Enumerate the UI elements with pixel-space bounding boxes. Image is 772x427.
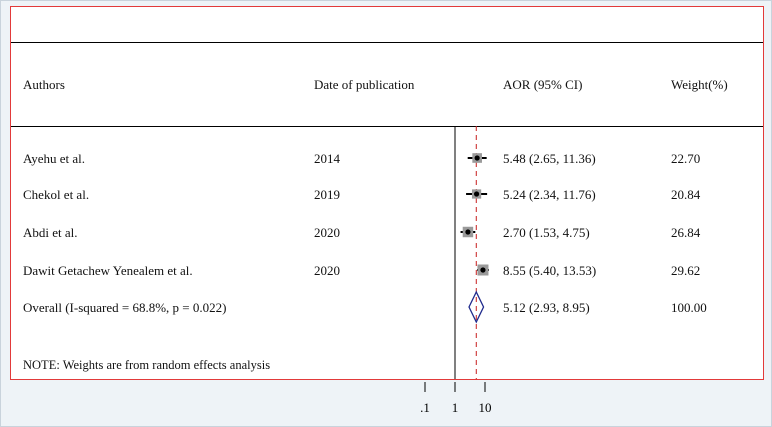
row-ci: 2.70 (1.53, 4.75) — [503, 225, 590, 240]
row-author: Dawit Getachew Yenealem et al. — [23, 263, 193, 278]
header-authors: Authors — [23, 77, 65, 92]
row-year: 2020 — [314, 263, 340, 278]
row-weight: 29.62 — [671, 263, 701, 278]
header-weight: Weight(%) — [671, 77, 728, 92]
overall-diamond — [468, 290, 485, 324]
row-year: 2019 — [314, 187, 340, 202]
row-weight: 22.70 — [671, 151, 701, 166]
row-ci: 8.55 (5.40, 13.53) — [503, 263, 597, 278]
row-author: Ayehu et al. — [23, 151, 85, 166]
overall-ci: 5.12 (2.93, 8.95) — [503, 300, 590, 315]
point-estimate — [474, 155, 480, 161]
header-aor: AOR (95% CI) — [503, 77, 583, 92]
header-top-rule — [11, 42, 763, 43]
header-date: Date of publication — [314, 77, 415, 92]
row-author: Abdi et al. — [23, 225, 78, 240]
point-estimate — [465, 229, 471, 235]
x-axis: .1 1 10 — [420, 382, 492, 415]
row-year: 2014 — [314, 151, 340, 166]
note-text: NOTE: Weights are from random effects an… — [23, 358, 271, 372]
row-ci: 5.24 (2.34, 11.76) — [503, 187, 596, 202]
row-author: Chekol et al. — [23, 187, 90, 202]
row-year: 2020 — [314, 225, 340, 240]
row-weight: 20.84 — [671, 187, 701, 202]
point-estimate — [473, 191, 480, 197]
point-estimate — [480, 267, 486, 273]
header-bottom-rule — [11, 126, 763, 127]
overall-label: Overall (I-squared = 68.8%, p = 0.022) — [23, 300, 227, 315]
x-tick-label: .1 — [420, 400, 430, 415]
row-ci: 5.48 (2.65, 11.36) — [503, 151, 596, 166]
forest-plot-graphic — [454, 126, 489, 379]
x-tick-label: 10 — [479, 400, 492, 415]
row-weight: 26.84 — [671, 225, 701, 240]
forest-plot-panel: Authors Date of publication AOR (95% CI)… — [10, 6, 764, 380]
x-tick-label: 1 — [452, 400, 459, 415]
overall-weight: 100.00 — [671, 300, 707, 315]
